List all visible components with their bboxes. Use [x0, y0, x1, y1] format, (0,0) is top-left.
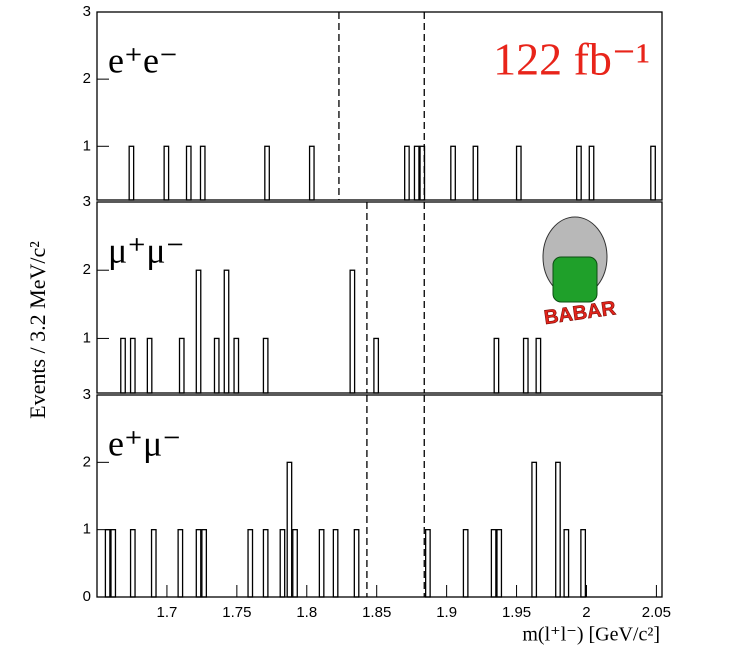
- histogram-bar: [531, 461, 538, 598]
- panel-frame: [96, 11, 663, 201]
- histogram-bar: [349, 269, 356, 394]
- histogram-bar: [262, 337, 269, 394]
- histogram-bar: [493, 337, 500, 394]
- x-tick-label: 2: [582, 604, 590, 621]
- histogram-bar: [129, 529, 136, 598]
- x-tick-label: 1.95: [502, 604, 531, 621]
- histogram-bar: [496, 529, 503, 598]
- y-tick-label: 3: [83, 193, 91, 210]
- panel-frame: [96, 201, 663, 394]
- histogram-bar: [104, 529, 111, 598]
- histogram-bar: [580, 529, 587, 598]
- histogram-bar: [450, 145, 456, 201]
- histogram-bar: [195, 529, 202, 598]
- histogram-bar: [129, 337, 136, 394]
- histogram-bar: [535, 337, 542, 394]
- histogram-bar: [146, 337, 153, 394]
- histogram-bar: [332, 529, 339, 598]
- histogram-bar: [177, 529, 184, 598]
- histogram-bar: [213, 337, 220, 394]
- histogram-bar: [262, 529, 269, 598]
- y-tick-label: 1: [83, 329, 91, 346]
- y-tick-label: 3: [83, 3, 91, 20]
- histogram-bar: [185, 145, 192, 201]
- histogram-bar: [404, 145, 410, 201]
- histogram-bar: [199, 145, 206, 201]
- histogram-bar: [318, 529, 325, 598]
- x-tick-label: 1.9: [436, 604, 457, 621]
- histogram-bar: [555, 461, 561, 598]
- x-tick-label: 1.75: [222, 604, 251, 621]
- x-axis-label: m(l⁺l⁻) [GeV/c²]: [522, 624, 660, 646]
- panel-label: μ⁺μ⁻: [108, 230, 185, 270]
- annotation: 122 fb⁻¹: [493, 34, 650, 85]
- histogram-bar: [195, 269, 202, 394]
- y-tick-label: 2: [83, 70, 91, 87]
- histogram-bar: [462, 529, 469, 598]
- y-axis-label: Events / 3.2 MeV/c²: [25, 241, 50, 419]
- histogram-bar: [490, 529, 497, 598]
- x-tick-label: 1.85: [362, 604, 391, 621]
- logo: BABAR: [500, 206, 658, 336]
- histogram-bar: [120, 337, 126, 394]
- histogram-bar: [563, 529, 570, 598]
- y-tick-label: 3: [83, 386, 91, 403]
- histogram-bar: [373, 337, 380, 394]
- histogram-bar: [353, 529, 360, 598]
- histogram-bar: [576, 145, 582, 201]
- histogram-bar: [178, 337, 185, 394]
- x-tick-label: 1.8: [296, 604, 317, 621]
- y-tick-label: 0: [83, 588, 91, 605]
- histogram-bar: [522, 337, 529, 394]
- histogram-bar: [128, 145, 135, 201]
- histogram-bar: [425, 529, 431, 598]
- histogram-bar: [413, 145, 420, 201]
- logo-suit: [552, 256, 598, 303]
- x-tick-label: 2.05: [642, 604, 671, 621]
- histogram-bar: [588, 145, 595, 201]
- histogram-bar: [286, 461, 293, 598]
- histogram-bar: [223, 269, 230, 394]
- histogram-bar: [264, 145, 270, 201]
- histogram-bar: [472, 145, 479, 201]
- y-tick-label: 1: [83, 521, 91, 538]
- y-tick-label: 1: [83, 137, 91, 154]
- y-tick-label: 2: [83, 453, 91, 470]
- histogram-bar: [201, 529, 208, 598]
- panel-label: e⁺e⁻: [108, 40, 178, 80]
- y-tick-label: 2: [83, 261, 91, 278]
- histogram-bar: [247, 529, 254, 598]
- panel-frame: [96, 394, 663, 598]
- histogram-bar: [233, 337, 240, 394]
- histogram-bar: [308, 145, 315, 201]
- histogram-bar: [163, 145, 170, 201]
- histogram-bar: [292, 529, 298, 598]
- x-tick-label: 1.7: [156, 604, 177, 621]
- panel-label: e⁺μ⁻: [108, 423, 181, 463]
- histogram-bar: [150, 529, 157, 598]
- histogram-bar: [515, 145, 522, 201]
- histogram-bar: [279, 529, 286, 598]
- histogram-bar: [650, 145, 656, 201]
- histogram-bar: [110, 529, 117, 598]
